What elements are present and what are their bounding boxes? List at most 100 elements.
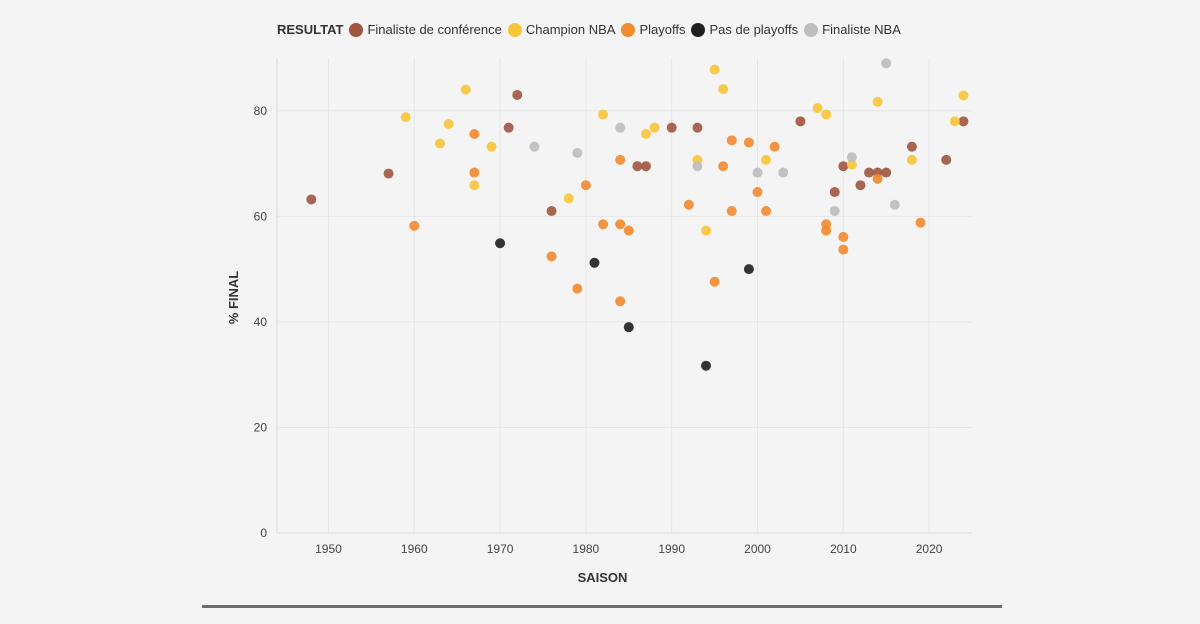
data-point[interactable] bbox=[718, 84, 729, 95]
data-point[interactable] bbox=[623, 225, 634, 236]
data-point[interactable] bbox=[906, 154, 917, 165]
data-point[interactable] bbox=[649, 122, 660, 133]
legend-item-pas-de-playoffs[interactable]: Pas de playoffs bbox=[691, 22, 798, 37]
data-point[interactable] bbox=[469, 129, 480, 139]
data-point[interactable] bbox=[435, 138, 446, 149]
data-point[interactable] bbox=[761, 154, 772, 165]
axes: 1950 1960 1970 1980 1990 2000 2010 2020 0 20 40 60 8… bbox=[254, 58, 972, 556]
data-point[interactable] bbox=[615, 154, 626, 165]
data-point[interactable] bbox=[546, 206, 557, 217]
data-point[interactable] bbox=[683, 199, 694, 210]
data-point[interactable] bbox=[640, 161, 651, 172]
data-point[interactable] bbox=[829, 187, 840, 198]
data-point[interactable] bbox=[469, 167, 480, 178]
data-point[interactable] bbox=[383, 168, 394, 179]
data-point[interactable] bbox=[460, 84, 471, 95]
data-point[interactable] bbox=[701, 360, 712, 371]
data-point[interactable] bbox=[701, 225, 712, 236]
data-point[interactable] bbox=[906, 141, 917, 152]
data-point[interactable] bbox=[752, 167, 763, 178]
data-point[interactable] bbox=[855, 180, 866, 191]
data-point[interactable] bbox=[443, 118, 454, 129]
data-point[interactable] bbox=[838, 161, 849, 172]
data-point[interactable] bbox=[495, 238, 506, 249]
data-point[interactable] bbox=[580, 180, 591, 191]
data-point[interactable] bbox=[718, 161, 729, 172]
data-point[interactable] bbox=[409, 220, 420, 231]
data-point[interactable] bbox=[709, 276, 720, 287]
data-point[interactable] bbox=[615, 296, 626, 307]
y-tick-label: 0 bbox=[260, 526, 267, 540]
data-point[interactable] bbox=[881, 58, 892, 69]
data-point[interactable] bbox=[778, 167, 789, 178]
data-point[interactable] bbox=[881, 167, 892, 178]
legend-item-finaliste-nba[interactable]: Finaliste NBA bbox=[804, 22, 901, 37]
legend-item-playoffs[interactable]: Playoffs bbox=[621, 22, 685, 37]
data-point[interactable] bbox=[915, 217, 926, 228]
data-point[interactable] bbox=[743, 137, 754, 148]
data-point[interactable] bbox=[726, 206, 737, 217]
data-point[interactable] bbox=[864, 167, 875, 178]
data-point[interactable] bbox=[838, 244, 849, 255]
data-point[interactable] bbox=[572, 148, 583, 158]
data-point[interactable] bbox=[615, 122, 626, 133]
x-axis-title: SAISON bbox=[578, 570, 628, 585]
bottom-rule bbox=[202, 605, 1002, 608]
data-point[interactable] bbox=[958, 116, 969, 127]
data-point[interactable] bbox=[821, 109, 832, 120]
data-point[interactable] bbox=[623, 322, 634, 333]
data-point[interactable] bbox=[598, 219, 609, 230]
legend-item-finaliste-conference[interactable]: Finaliste de conférence bbox=[349, 22, 502, 37]
data-point[interactable] bbox=[503, 122, 514, 133]
data-point[interactable] bbox=[846, 152, 857, 163]
legend-item-champion-nba[interactable]: Champion NBA bbox=[507, 22, 615, 37]
data-point[interactable] bbox=[615, 219, 626, 230]
data-point[interactable] bbox=[889, 199, 900, 210]
data-point[interactable] bbox=[872, 173, 883, 184]
data-point[interactable] bbox=[598, 109, 609, 120]
data-point[interactable] bbox=[469, 180, 480, 191]
data-point[interactable] bbox=[743, 264, 754, 275]
data-point[interactable] bbox=[563, 193, 574, 204]
data-points bbox=[306, 58, 969, 371]
data-point[interactable] bbox=[640, 129, 651, 139]
data-point[interactable] bbox=[769, 141, 780, 152]
data-point[interactable] bbox=[486, 141, 497, 152]
x-tick-label: 1960 bbox=[401, 542, 428, 556]
data-point[interactable] bbox=[692, 161, 703, 172]
data-point[interactable] bbox=[529, 141, 540, 152]
x-tick-label: 1950 bbox=[315, 542, 342, 556]
data-point[interactable] bbox=[941, 154, 952, 165]
data-point[interactable] bbox=[838, 231, 849, 242]
data-point[interactable] bbox=[949, 116, 960, 127]
data-point[interactable] bbox=[958, 90, 969, 101]
data-point[interactable] bbox=[821, 225, 832, 236]
data-point[interactable] bbox=[632, 161, 643, 172]
data-point[interactable] bbox=[829, 206, 840, 217]
data-point[interactable] bbox=[795, 116, 806, 127]
legend-title: RESULTAT bbox=[277, 22, 344, 37]
legend: RESULTAT Finaliste de conférence Champio… bbox=[277, 22, 907, 37]
y-tick-label: 20 bbox=[254, 420, 268, 434]
data-point[interactable] bbox=[572, 283, 583, 294]
data-point[interactable] bbox=[752, 187, 763, 198]
legend-label: Pas de playoffs bbox=[709, 22, 799, 37]
data-point[interactable] bbox=[692, 122, 703, 133]
data-point[interactable] bbox=[846, 159, 857, 170]
data-point[interactable] bbox=[306, 194, 317, 205]
data-point[interactable] bbox=[400, 112, 411, 123]
data-point[interactable] bbox=[726, 135, 737, 146]
data-point[interactable] bbox=[761, 206, 772, 217]
data-point[interactable] bbox=[812, 103, 823, 114]
data-point[interactable] bbox=[872, 96, 883, 107]
legend-swatch bbox=[691, 22, 706, 37]
data-point[interactable] bbox=[589, 257, 600, 268]
legend-swatch bbox=[507, 22, 522, 37]
data-point[interactable] bbox=[546, 251, 557, 262]
data-point[interactable] bbox=[709, 64, 720, 75]
data-point[interactable] bbox=[666, 122, 677, 133]
data-point[interactable] bbox=[512, 89, 523, 100]
x-tick-label: 2010 bbox=[830, 542, 857, 556]
